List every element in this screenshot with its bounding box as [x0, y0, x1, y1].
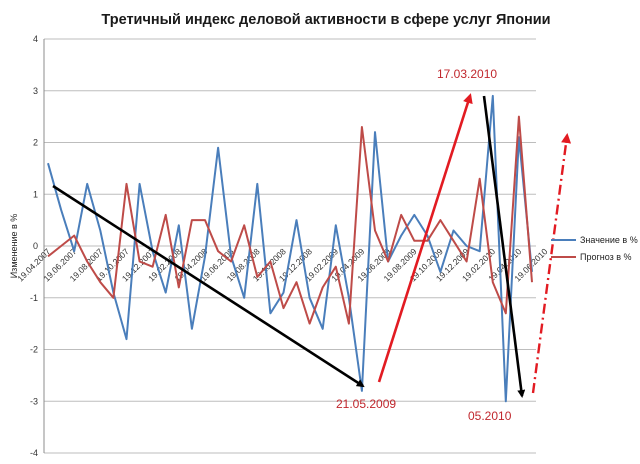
- legend-label-2: Прогноз в %: [580, 252, 632, 262]
- y-tick-label: -2: [30, 345, 38, 355]
- y-tick-label: 3: [33, 86, 38, 96]
- y-tick-label: 4: [33, 34, 38, 44]
- series-line-2: [47, 115, 533, 325]
- x-axis: 19.04.200719.06.200719.08.200719.10.2007…: [15, 246, 549, 283]
- arrow-black-decline: [52, 184, 365, 388]
- y-tick-label: 0: [33, 241, 38, 251]
- annotation-date-3: 05.2010: [468, 409, 512, 423]
- arrow-red-dashdot: [531, 133, 572, 394]
- chart-title: Третичный индекс деловой активности в сф…: [101, 12, 550, 28]
- y-tick-label: 1: [33, 189, 38, 199]
- y-axis: -4 -3 -2 -1 0 1 2 3 4: [30, 34, 38, 458]
- series-layer: [47, 94, 533, 403]
- legend: Значение в % Прогноз в %: [551, 235, 638, 262]
- y-tick-label: 2: [33, 138, 38, 148]
- y-tick-label: -1: [30, 293, 38, 303]
- legend-label-1: Значение в %: [580, 235, 638, 245]
- arrow-red-rise: [377, 93, 473, 383]
- grid: [43, 38, 536, 454]
- annotation-date-2: 17.03.2010: [437, 67, 497, 81]
- annotation-date-1: 21.05.2009: [336, 397, 396, 411]
- y-axis-label: Изменение в %: [9, 214, 19, 279]
- trend-arrows: [52, 93, 572, 398]
- y-tick-label: -3: [30, 396, 38, 406]
- arrow-black-drop: [482, 95, 526, 398]
- y-tick-label: -4: [30, 448, 38, 458]
